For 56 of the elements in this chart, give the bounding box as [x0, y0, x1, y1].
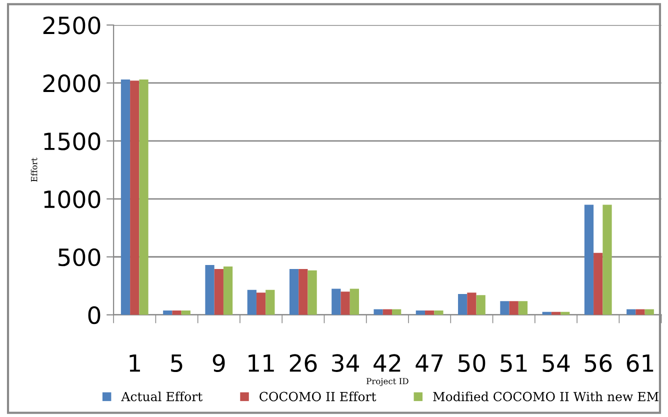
legend-label: Actual Effort	[121, 392, 203, 402]
y-tick-label: 0	[88, 306, 100, 324]
bar	[332, 288, 341, 315]
x-tick-label: 34	[332, 354, 359, 372]
x-axis-title: Project ID	[366, 378, 408, 386]
bar	[256, 292, 266, 315]
bar	[130, 80, 140, 315]
bar	[458, 294, 468, 315]
bar	[120, 80, 130, 315]
bar	[350, 288, 359, 315]
bar	[509, 301, 518, 315]
y-tick-label: 1500	[44, 132, 100, 150]
x-tick-label: 9	[212, 354, 225, 372]
bar	[223, 266, 233, 315]
bar	[289, 269, 299, 315]
y-tick-label: 2000	[43, 74, 100, 92]
bar	[374, 309, 383, 315]
bar	[500, 301, 510, 315]
bar	[139, 80, 148, 315]
bar	[476, 295, 486, 315]
x-tick-label: 47	[416, 354, 443, 372]
bar	[172, 310, 182, 315]
bar	[594, 252, 603, 315]
bar	[205, 264, 214, 315]
bar	[416, 310, 426, 315]
bar	[247, 290, 256, 315]
x-tick-label: 1	[130, 354, 140, 372]
bar	[467, 292, 476, 315]
y-tick-label: 1000	[44, 190, 100, 208]
legend-label: COCOMO II Effort	[260, 392, 376, 402]
bar	[266, 290, 275, 315]
y-tick-label: 500	[58, 248, 100, 266]
x-tick-label: 54	[542, 354, 570, 372]
bar	[214, 269, 224, 315]
x-tick-label: 11	[248, 354, 274, 372]
bar	[163, 310, 172, 315]
legend-label: Modified COCOMO II With new EM	[433, 392, 658, 402]
x-tick-label: 50	[458, 354, 486, 372]
y-tick-label: 2500	[43, 16, 100, 34]
x-tick-label: 51	[500, 354, 527, 372]
bar	[636, 309, 645, 315]
bar	[602, 204, 612, 315]
bar	[181, 310, 190, 315]
bar	[340, 292, 350, 315]
y-axis-title: Effort	[30, 158, 38, 182]
bar	[434, 310, 444, 315]
x-tick-label: 61	[626, 354, 654, 372]
x-tick-label: 26	[290, 354, 317, 372]
bar	[298, 269, 308, 315]
bar	[584, 204, 594, 315]
bar	[308, 270, 317, 315]
x-tick-label: 42	[374, 354, 400, 372]
bar	[518, 301, 528, 315]
x-tick-label: 5	[171, 354, 182, 372]
x-tick-label: 56	[584, 354, 612, 372]
bar	[425, 310, 434, 315]
